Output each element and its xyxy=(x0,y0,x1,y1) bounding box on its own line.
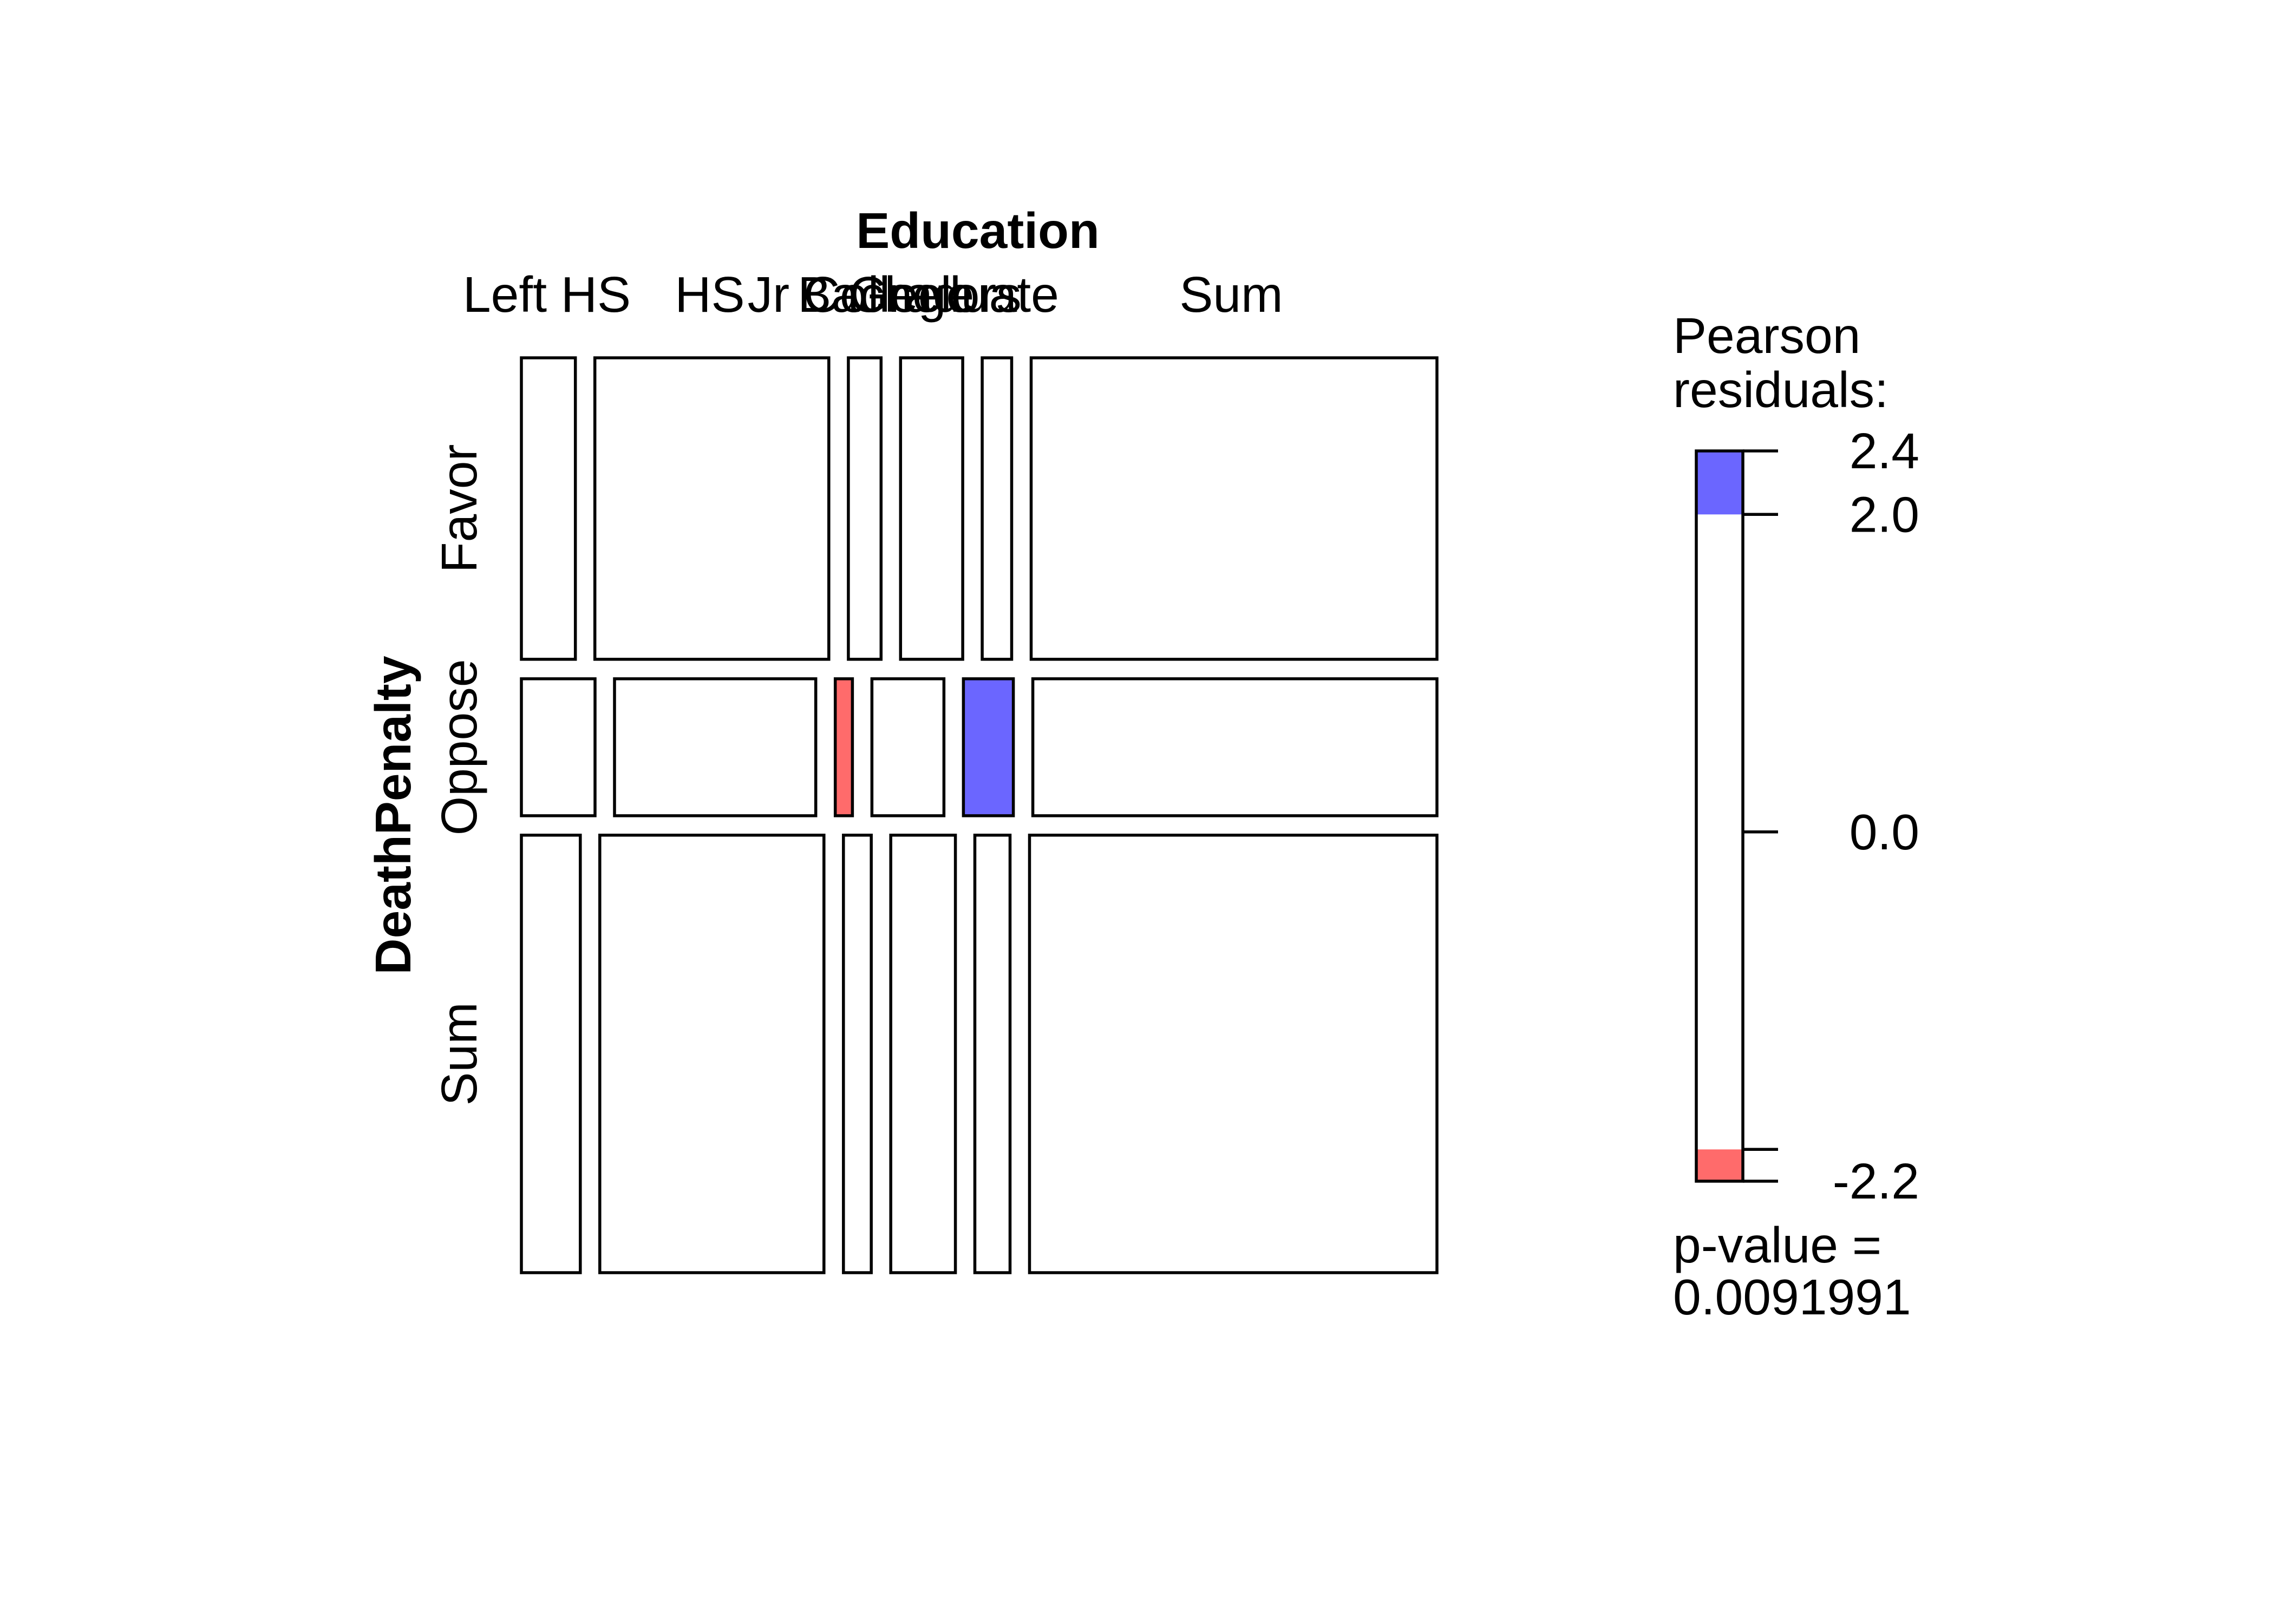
cell-oppose-graduate xyxy=(962,677,1015,817)
cell-favor-jr-college xyxy=(847,356,883,661)
col-variable-title: Education xyxy=(856,202,1100,259)
p-value: 0.0091991 xyxy=(1673,1269,1911,1325)
cell-sum-graduate xyxy=(973,834,1012,1274)
legend-color-bar xyxy=(1695,449,1744,1183)
legend-ticks: 2.4 2.0 0.0 -2.2 xyxy=(1743,423,1919,1209)
legend-tick-label-2-0: 2.0 xyxy=(1850,486,1919,542)
legend: Pearson residuals: 2.4 2.0 0.0 -2.2 p-value… xyxy=(1673,307,1919,1325)
cell-favor-bachelors xyxy=(899,356,964,661)
col-label-graduate: Graduate xyxy=(849,266,1059,323)
row-variable-title: DeathPenalty xyxy=(365,656,421,974)
cell-oppose-left-hs xyxy=(520,677,597,817)
cell-oppose-jr-college xyxy=(833,677,854,817)
row-label-oppose: Oppose xyxy=(431,659,487,836)
legend-title-line1: Pearson xyxy=(1673,307,1860,364)
legend-tick-label-0-0: 0.0 xyxy=(1850,804,1919,860)
cell-oppose-bachelors xyxy=(870,677,946,817)
cell-favor-graduate xyxy=(981,356,1014,661)
legend-title-line2: residuals: xyxy=(1673,362,1889,418)
legend-positive-band xyxy=(1696,451,1743,515)
p-value-label: p-value = xyxy=(1673,1217,1881,1273)
cell-sum-sum xyxy=(1028,834,1439,1274)
col-label-bachelors: Bachelors xyxy=(798,266,1022,323)
mosaic-cells xyxy=(520,356,1439,1274)
col-label-sum: Sum xyxy=(1179,266,1283,323)
cell-oppose-sum xyxy=(1031,677,1439,817)
row-label-sum: Sum xyxy=(431,1002,487,1105)
legend-bar-outline xyxy=(1695,449,1744,1183)
col-label-hs: HS xyxy=(675,266,744,323)
row-label-favor: Favor xyxy=(431,444,487,573)
legend-tick-label-2-2: -2.2 xyxy=(1833,1153,1919,1209)
legend-tick-label-2-4: 2.4 xyxy=(1850,423,1919,479)
row-labels: Favor Oppose Sum xyxy=(431,444,487,1106)
cell-sum-bachelors xyxy=(889,834,957,1274)
cell-oppose-hs xyxy=(613,677,818,817)
legend-negative-band xyxy=(1696,1149,1743,1181)
cell-favor-sum xyxy=(1029,356,1439,661)
col-label-jr-college: Jr College xyxy=(748,266,975,323)
col-label-left-hs: Left HS xyxy=(463,266,631,323)
cell-favor-hs xyxy=(593,356,831,661)
cell-sum-jr-college xyxy=(842,834,873,1274)
cell-favor-left-hs xyxy=(520,356,577,661)
cell-sum-hs xyxy=(598,834,826,1274)
cell-sum-left-hs xyxy=(520,834,582,1274)
